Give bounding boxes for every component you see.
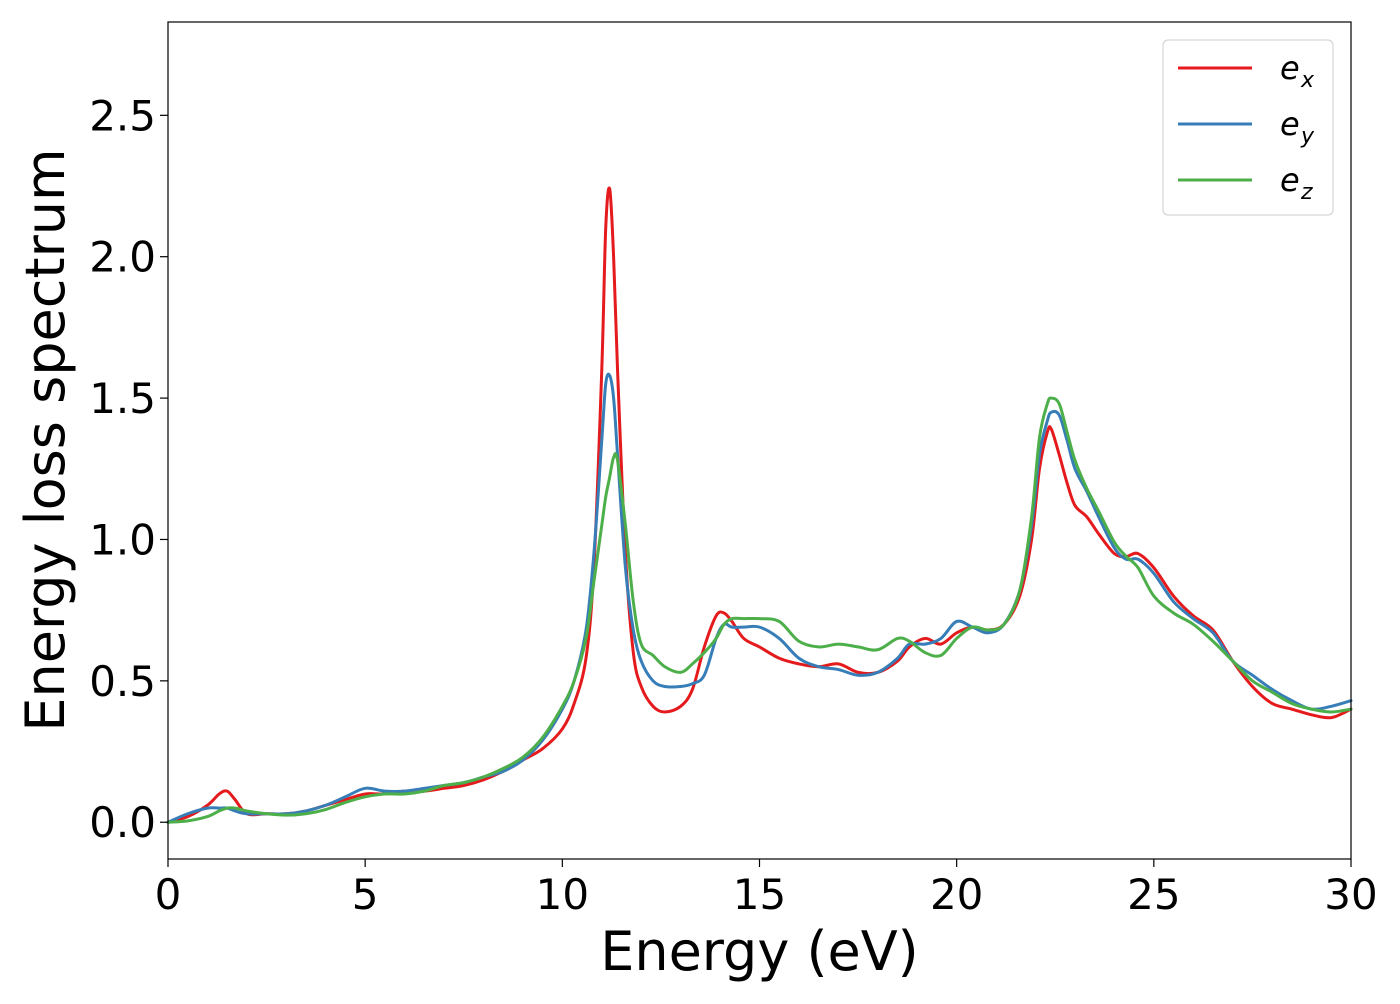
y-tick-label: 0.0 xyxy=(89,798,156,847)
y-tick-label: 2.5 xyxy=(89,91,156,140)
legend-label-subscript: z xyxy=(1300,180,1313,205)
y-axis-label: Energy loss spectrum xyxy=(14,148,77,731)
x-tick-label: 0 xyxy=(155,870,182,919)
y-axis: 0.0 0.5 1.0 1.5 2.0 2.5 xyxy=(89,91,168,847)
x-tick-label: 10 xyxy=(536,870,589,919)
x-tick-label: 5 xyxy=(352,870,379,919)
legend-label-e-y: e xyxy=(1280,105,1300,143)
legend-label-e-z: e xyxy=(1280,161,1300,199)
y-tick-label: 1.0 xyxy=(89,515,156,564)
x-tick-label: 30 xyxy=(1324,870,1377,919)
x-axis: 0 5 10 15 20 25 30 xyxy=(155,859,1378,919)
legend-label-e-x: e xyxy=(1280,49,1300,87)
x-tick-label: 15 xyxy=(733,870,786,919)
legend: e xe ye z xyxy=(1162,39,1334,216)
x-tick-label: 25 xyxy=(1127,870,1180,919)
y-tick-label: 1.5 xyxy=(89,374,156,423)
legend-items: e xe ye z xyxy=(1178,49,1315,205)
series-layer xyxy=(166,186,1353,824)
y-tick-label: 0.5 xyxy=(89,657,156,706)
x-tick-label: 20 xyxy=(930,870,983,919)
series-line-e-z xyxy=(166,396,1353,824)
legend-label-subscript: y xyxy=(1300,124,1315,149)
legend-box xyxy=(1162,39,1334,216)
x-axis-label: Energy (eV) xyxy=(600,920,919,983)
legend-label-subscript: x xyxy=(1300,68,1315,93)
y-tick-label: 2.0 xyxy=(89,233,156,282)
